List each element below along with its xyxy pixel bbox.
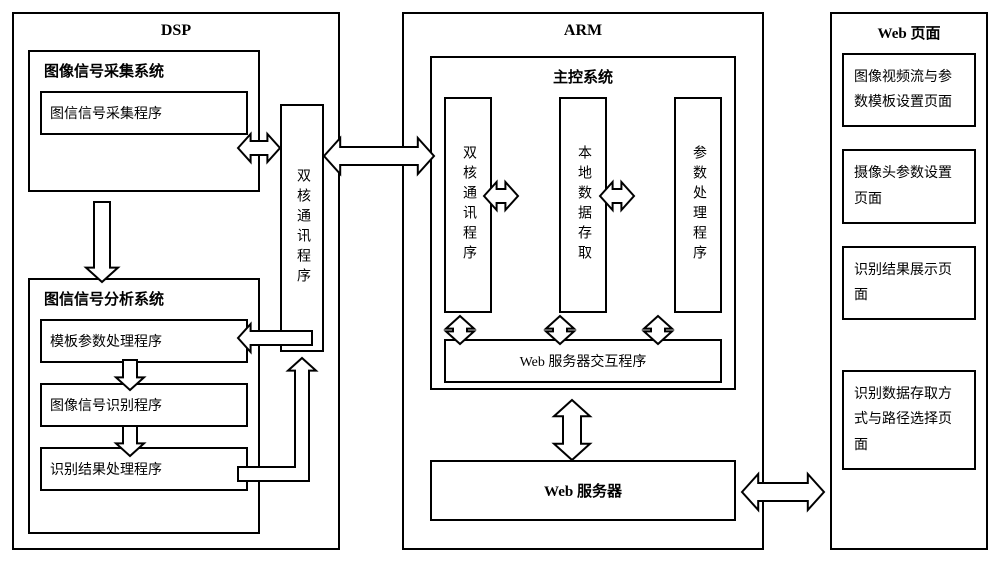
dsp-column: DSP 图像信号采集系统 图信信号采集程序 图信信号分析系统 模板参数处理程序 … [12,12,340,550]
dsp-dual-comm-label: 双核通讯程序 [292,168,312,288]
dsp-analysis-system: 图信信号分析系统 模板参数处理程序 图像信号识别程序 识别结果处理程序 [28,278,260,534]
web-page-2: 摄像头参数设置页面 [842,149,976,223]
web-title: Web 页面 [842,22,976,43]
web-page-3: 识别结果展示页面 [842,246,976,320]
arm-c2-label: 本地数据存取 [573,145,593,265]
dsp-analysis-title: 图信信号分析系统 [40,288,248,309]
diagram-root: DSP 图像信号采集系统 图信信号采集程序 图信信号分析系统 模板参数处理程序 … [12,12,988,550]
arm-c1-label: 双核通讯程序 [458,145,478,265]
arm-main-ctrl: 主控系统 双核通讯程序 本地数据存取 参数处理程序 Web 服务器交互程序 [430,56,736,390]
dsp-capture-prog: 图信信号采集程序 [40,91,248,135]
arm-web-interact: Web 服务器交互程序 [444,339,722,383]
arm-c2: 本地数据存取 [559,97,607,313]
arm-title: ARM [414,22,752,40]
arm-column: ARM 主控系统 双核通讯程序 本地数据存取 参数处理程序 Web 服务器交互程… [402,12,764,550]
arm-c3-label: 参数处理程序 [688,145,708,265]
dsp-analysis-p2: 图像信号识别程序 [40,383,248,427]
arm-main-title: 主控系统 [444,66,722,87]
web-page-4: 识别数据存取方式与路径选择页面 [842,370,976,470]
dsp-capture-title: 图像信号采集系统 [40,60,248,81]
dsp-capture-system: 图像信号采集系统 图信信号采集程序 [28,50,260,192]
dsp-analysis-p3: 识别结果处理程序 [40,447,248,491]
dsp-title: DSP [24,22,328,40]
arm-c3: 参数处理程序 [674,97,722,313]
arm-c1: 双核通讯程序 [444,97,492,313]
dsp-analysis-p1: 模板参数处理程序 [40,319,248,363]
dsp-dual-comm: 双核通讯程序 [280,104,324,352]
web-column: Web 页面 图像视频流与参数模板设置页面 摄像头参数设置页面 识别结果展示页面… [830,12,988,550]
web-page-1: 图像视频流与参数模板设置页面 [842,53,976,127]
arm-web-server: Web 服务器 [430,460,736,521]
